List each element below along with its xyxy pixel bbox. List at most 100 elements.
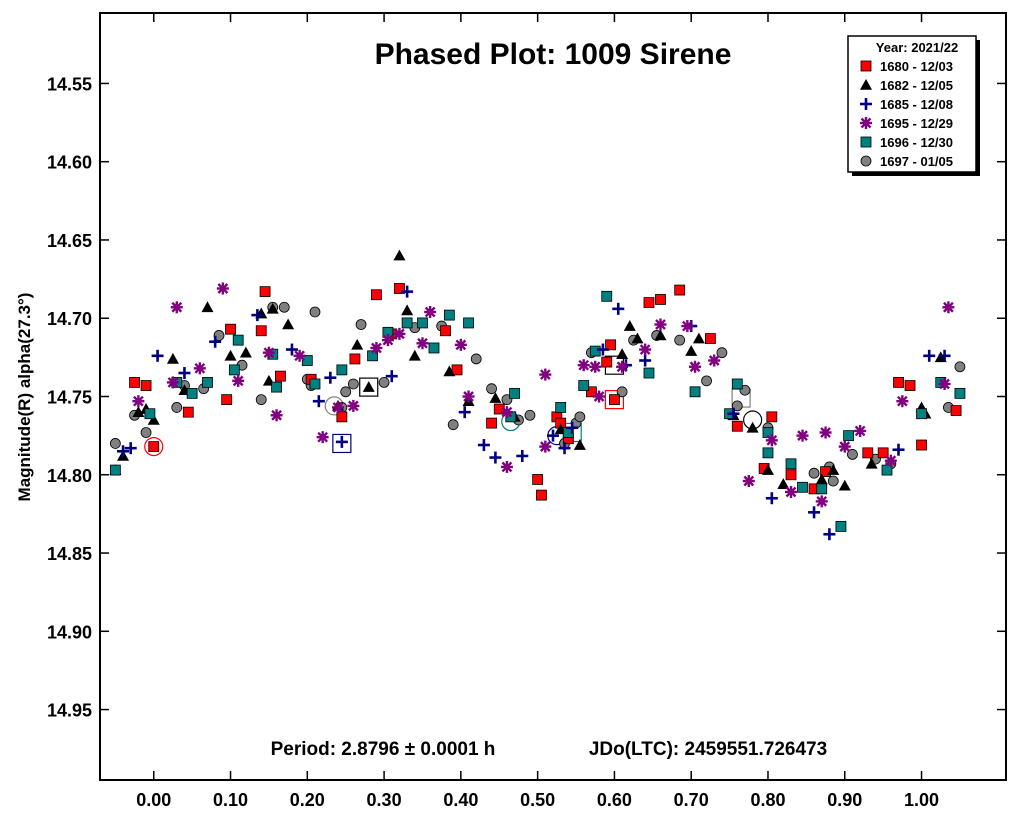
data-point bbox=[701, 375, 712, 387]
data-point bbox=[601, 356, 613, 368]
data-point bbox=[109, 464, 121, 476]
series-3 bbox=[132, 282, 955, 508]
series-0 bbox=[129, 283, 962, 501]
data-point bbox=[865, 457, 878, 469]
data-point bbox=[251, 309, 264, 322]
data-point bbox=[585, 386, 597, 398]
data-point bbox=[451, 364, 463, 376]
data-point bbox=[335, 435, 348, 448]
data-point bbox=[950, 405, 962, 416]
data-point bbox=[401, 317, 413, 329]
data-point bbox=[823, 528, 836, 541]
data-point bbox=[109, 438, 121, 449]
legend-entry: 1695 - 12/29 bbox=[880, 116, 953, 131]
data-point bbox=[228, 364, 240, 376]
data-point bbox=[443, 309, 455, 321]
data-point bbox=[631, 332, 644, 344]
data-point bbox=[815, 495, 828, 508]
x-tick-label: 0.60 bbox=[597, 790, 632, 810]
data-point bbox=[942, 301, 955, 314]
data-point bbox=[536, 489, 547, 501]
data-point bbox=[371, 289, 382, 301]
data-point bbox=[166, 352, 179, 364]
data-point bbox=[209, 335, 222, 348]
legend-marker bbox=[860, 79, 872, 90]
data-points bbox=[109, 249, 966, 541]
data-point bbox=[500, 406, 513, 419]
data-point bbox=[808, 467, 820, 479]
highlight-square bbox=[332, 433, 352, 454]
data-point bbox=[186, 387, 198, 399]
data-point bbox=[612, 302, 625, 315]
data-point bbox=[731, 420, 743, 432]
y-axis-ticks: 14.55 14.60 14.65 14.70 14.75 14.80 14.85 14.90… bbox=[47, 74, 1006, 721]
legend-items: 1680 - 12/03 1682 - 12/05 1685 - 12/08 1695… bbox=[860, 59, 953, 169]
data-point bbox=[704, 333, 716, 344]
data-point bbox=[819, 426, 832, 439]
data-point bbox=[193, 362, 206, 375]
data-point bbox=[301, 355, 313, 366]
data-point bbox=[255, 394, 267, 406]
data-point bbox=[731, 378, 743, 390]
legend-entry: 1680 - 12/03 bbox=[880, 59, 953, 74]
data-point bbox=[578, 380, 590, 391]
data-point bbox=[593, 390, 606, 403]
y-tick-label: 14.80 bbox=[47, 466, 92, 486]
data-point bbox=[681, 320, 694, 333]
data-point bbox=[486, 417, 497, 429]
data-point bbox=[309, 306, 321, 318]
data-point bbox=[938, 349, 951, 362]
y-tick-label: 14.95 bbox=[47, 701, 92, 721]
data-point bbox=[293, 349, 306, 362]
data-point bbox=[347, 378, 359, 390]
legend-title: Year: 2021/22 bbox=[876, 40, 958, 55]
data-point bbox=[316, 431, 329, 444]
data-point bbox=[808, 506, 821, 519]
highlight-square bbox=[604, 390, 625, 410]
data-point bbox=[639, 354, 652, 367]
data-point bbox=[440, 325, 451, 337]
data-point bbox=[224, 349, 237, 361]
x-tick-label: 0.40 bbox=[443, 790, 478, 810]
data-point bbox=[815, 473, 828, 485]
data-point bbox=[954, 387, 966, 399]
legend-marker bbox=[860, 60, 872, 72]
data-point bbox=[516, 449, 529, 462]
data-point bbox=[266, 302, 279, 314]
y-axis-label: Magnitude(R) alpha(27.3°) bbox=[15, 293, 34, 502]
y-tick-label: 14.90 bbox=[47, 622, 92, 642]
data-point bbox=[816, 483, 828, 495]
epoch-text: JDo(LTC): 2459551.726473 bbox=[589, 739, 827, 760]
data-point bbox=[765, 434, 778, 447]
data-point bbox=[601, 290, 613, 302]
data-point bbox=[547, 429, 559, 442]
data-point bbox=[259, 286, 271, 298]
data-point bbox=[454, 338, 467, 351]
data-point bbox=[416, 337, 429, 350]
data-point bbox=[216, 282, 229, 295]
data-point bbox=[654, 329, 667, 341]
data-point bbox=[796, 429, 809, 442]
x-tick-label: 0.50 bbox=[520, 790, 555, 810]
data-point bbox=[708, 354, 721, 367]
data-point bbox=[847, 449, 858, 460]
data-point bbox=[539, 440, 552, 453]
data-point bbox=[443, 365, 456, 377]
x-tick-label: 0.30 bbox=[367, 790, 402, 810]
data-point bbox=[577, 359, 590, 372]
legend-entry: 1696 - 12/30 bbox=[880, 135, 953, 150]
data-point bbox=[639, 343, 652, 356]
data-point bbox=[140, 380, 152, 391]
data-point bbox=[151, 349, 164, 362]
legend-marker bbox=[860, 98, 872, 110]
data-point bbox=[896, 395, 909, 408]
data-point bbox=[378, 377, 390, 388]
data-point bbox=[201, 301, 214, 313]
data-point bbox=[324, 371, 337, 384]
data-point bbox=[489, 392, 502, 403]
data-point bbox=[486, 383, 497, 395]
data-point bbox=[589, 345, 601, 357]
data-point bbox=[309, 378, 321, 390]
data-point bbox=[674, 334, 686, 346]
data-point bbox=[470, 353, 482, 365]
